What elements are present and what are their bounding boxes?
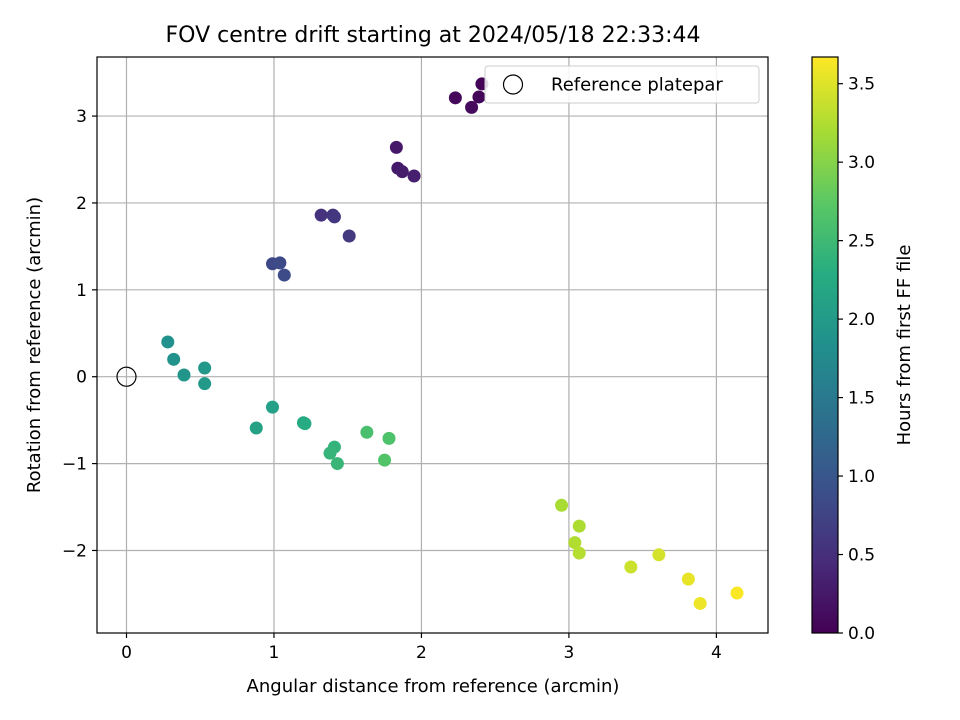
legend: Reference platepar — [484, 65, 760, 104]
data-point — [273, 256, 287, 270]
y-tick-label: 3 — [76, 107, 87, 127]
y-tick-label: 1 — [76, 281, 87, 301]
colorbar-tick-label: 0.0 — [848, 624, 875, 644]
x-axis-label: Angular distance from reference (arcmin) — [247, 676, 620, 697]
y-axis-label: Rotation from reference (arcmin) — [24, 197, 45, 493]
colorbar-tick-label: 0.5 — [848, 546, 875, 566]
data-point — [198, 361, 212, 375]
colorbar-tick-label: 3.5 — [848, 75, 875, 95]
data-point — [167, 352, 181, 366]
data-point — [693, 596, 707, 610]
points-layer — [116, 77, 744, 610]
x-tick-label: 2 — [416, 643, 427, 663]
colorbar-ticks: 0.0 0.5 1.0 1.5 2.0 2.5 3.0 3.5 — [838, 75, 875, 644]
y-axis-ticks: −2 −1 0 1 2 3 — [62, 107, 97, 561]
data-point — [681, 572, 695, 586]
legend-box — [484, 65, 760, 104]
reference-platepar-marker — [116, 366, 137, 387]
colorbar: 0.0 0.5 1.0 1.5 2.0 2.5 3.0 3.5 Hours from firs… — [811, 56, 915, 644]
x-tick-label: 1 — [269, 643, 280, 663]
data-point — [342, 229, 356, 243]
legend-marker-reference — [502, 74, 524, 95]
colorbar-gradient — [811, 56, 839, 634]
data-point — [448, 91, 462, 105]
x-tick-label: 3 — [563, 643, 574, 663]
data-point — [249, 421, 263, 435]
data-point — [277, 268, 291, 282]
plot-frame — [96, 56, 769, 634]
colorbar-tick-label: 1.5 — [848, 389, 875, 409]
data-point — [652, 548, 666, 562]
y-tick-label: −2 — [62, 541, 87, 561]
colorbar-tick-label: 3.0 — [848, 153, 875, 173]
data-point — [327, 210, 341, 224]
colorbar-tick-label: 2.5 — [848, 232, 875, 252]
data-point — [330, 457, 344, 471]
data-point — [323, 446, 337, 460]
data-point — [161, 335, 175, 349]
colorbar-tick-label: 2.0 — [848, 310, 875, 330]
legend-label-reference: Reference platepar — [551, 75, 723, 96]
colorbar-tick-label: 1.0 — [848, 467, 875, 487]
data-point — [407, 169, 421, 183]
data-point — [389, 140, 403, 154]
data-point — [382, 431, 396, 445]
data-point — [298, 417, 312, 431]
data-point — [360, 425, 374, 439]
data-point — [572, 546, 586, 560]
y-tick-label: −1 — [62, 455, 87, 475]
data-point — [314, 208, 328, 222]
x-tick-label: 4 — [711, 643, 722, 663]
x-tick-label: 0 — [121, 643, 132, 663]
y-tick-label: 0 — [76, 368, 87, 388]
data-point — [568, 536, 582, 550]
data-point — [572, 519, 586, 533]
data-point — [265, 400, 279, 414]
data-point — [555, 498, 569, 512]
data-point — [198, 377, 212, 391]
data-point — [395, 165, 409, 179]
data-point — [472, 90, 486, 104]
data-point — [624, 560, 638, 574]
data-point — [465, 100, 479, 114]
grid — [97, 57, 768, 633]
colorbar-label: Hours from first FF file — [894, 245, 915, 446]
data-point — [177, 368, 191, 382]
y-tick-label: 2 — [76, 194, 87, 214]
chart-title: FOV centre drift starting at 2024/05/18 … — [166, 23, 701, 48]
data-point — [730, 586, 744, 600]
data-point — [378, 453, 392, 467]
x-axis-ticks: 0 1 2 3 4 — [121, 633, 722, 663]
